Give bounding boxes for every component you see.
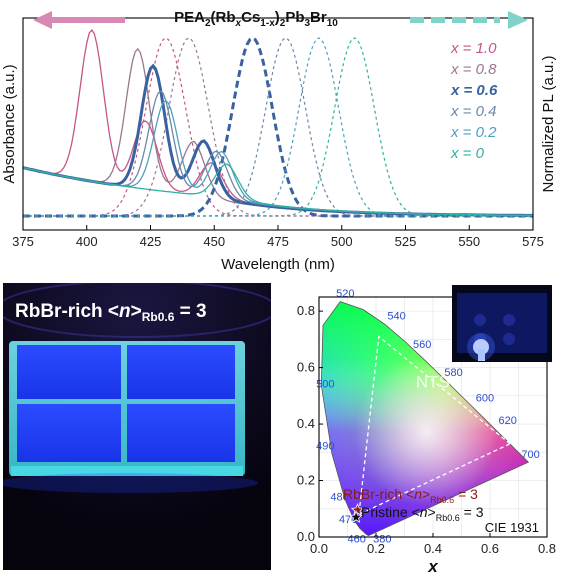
cie-x-tick-label: 0.2 bbox=[367, 541, 385, 556]
film-tile-bottom-left bbox=[17, 404, 121, 462]
cie-y-tick-label: 0.2 bbox=[297, 473, 315, 488]
legend: x = 1.0 x = 0.8 x = 0.6 x = 0.4 x = 0.2 x = 0 bbox=[450, 40, 498, 162]
x-tick-label: 550 bbox=[458, 234, 480, 249]
x-tick-label: 375 bbox=[12, 234, 34, 249]
legend-entry: x = 0.2 bbox=[450, 124, 497, 141]
device-photo: RbBr-rich <n>Rb0.6 = 3 bbox=[3, 283, 271, 570]
legend-entry: x = 0.6 bbox=[450, 82, 498, 99]
pl-curve bbox=[23, 36, 533, 218]
inset-device-photo bbox=[452, 285, 552, 362]
x-tick-label: 425 bbox=[140, 234, 162, 249]
chart-title: PEA2(RbxCs1-x)2Pb3Br10 bbox=[174, 9, 338, 29]
spectral-locus bbox=[320, 301, 530, 537]
pl-curve bbox=[23, 37, 533, 217]
cie-y-tick-label: 0.0 bbox=[297, 529, 315, 544]
x-tick-label: 400 bbox=[76, 234, 98, 249]
photo-title: RbBr-rich <n>Rb0.6 = 3 bbox=[15, 301, 207, 324]
cie-y-tick-label: 0.6 bbox=[297, 360, 315, 375]
cie-1931-chart: NTSC 38046047048049050052054056058060062… bbox=[297, 285, 556, 574]
y-axis-right-label: Normalized PL (a.u.) bbox=[540, 56, 557, 193]
legend-entry: x = 1.0 bbox=[450, 40, 497, 57]
wavelength-label: 490 bbox=[316, 440, 334, 452]
photo-scene bbox=[3, 283, 271, 570]
ntsc-gamut-triangle bbox=[358, 335, 512, 516]
cie-title: CIE 1931 bbox=[485, 520, 539, 535]
right-dashed-arrow bbox=[410, 11, 528, 29]
absorbance-curve bbox=[23, 163, 533, 216]
left-arrow bbox=[33, 11, 125, 29]
wavelength-label: 500 bbox=[316, 378, 334, 390]
x-tick-label: 525 bbox=[395, 234, 417, 249]
wavelength-label: 560 bbox=[413, 339, 431, 351]
wavelength-label: 540 bbox=[387, 311, 405, 323]
wavelength-label: 480 bbox=[330, 491, 348, 503]
wavelength-label: 580 bbox=[444, 367, 462, 379]
wavelength-label: 700 bbox=[521, 449, 539, 461]
cie-x-axis-label: x bbox=[427, 557, 439, 574]
x-tick-label: 500 bbox=[331, 234, 353, 249]
cie-x-tick-label: 0.4 bbox=[424, 541, 442, 556]
wavelength-label: 620 bbox=[499, 415, 517, 427]
legend-entry: x = 0 bbox=[450, 145, 485, 162]
cie-y-tick-label: 0.8 bbox=[297, 303, 315, 318]
y-axis-left-label: Absorbance (a.u.) bbox=[1, 64, 18, 183]
film-tile-bottom-right bbox=[127, 404, 235, 462]
cie-y-tick-label: 0.4 bbox=[297, 416, 315, 431]
wavelength-label: 600 bbox=[476, 392, 494, 404]
wavelength-label: 460 bbox=[348, 534, 366, 546]
ntsc-label: NTSC bbox=[416, 372, 462, 391]
x-tick-label: 475 bbox=[267, 234, 289, 249]
legend-entry: x = 0.4 bbox=[450, 103, 496, 120]
film-tile-top-left bbox=[17, 345, 121, 399]
pristine-label: Pristine <n>Rb0.6 = 3 bbox=[361, 504, 484, 523]
cie-x-tick-label: 0.0 bbox=[310, 541, 328, 556]
x-tick-label: 450 bbox=[203, 234, 225, 249]
rbbr-rich-label: RbBr-rich <n>Rb0.6 = 3 bbox=[343, 486, 478, 505]
cie-x-tick-label: 0.6 bbox=[481, 541, 499, 556]
absorbance-pl-spectra-chart: 375 400 425 450 475 500 525 550 575 PEA2(RbxCs1-… bbox=[1, 9, 557, 273]
wavelength-label: 520 bbox=[336, 288, 354, 300]
cie-point-star bbox=[349, 510, 363, 523]
film-tile-top-right bbox=[127, 345, 235, 399]
x-tick-label: 575 bbox=[522, 234, 544, 249]
x-axis-label: Wavelength (nm) bbox=[221, 256, 335, 273]
cie-x-tick-label: 0.8 bbox=[538, 541, 556, 556]
cie-point-star bbox=[350, 503, 365, 516]
legend-entry: x = 0.8 bbox=[450, 61, 497, 78]
